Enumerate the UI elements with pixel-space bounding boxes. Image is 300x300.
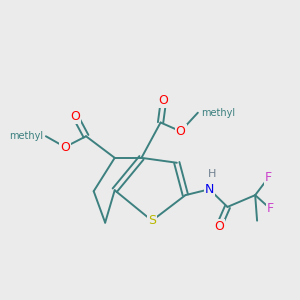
Text: methyl: methyl <box>201 108 235 118</box>
Text: H: H <box>208 169 216 178</box>
Text: methyl: methyl <box>9 131 43 141</box>
Text: O: O <box>70 110 80 123</box>
Text: F: F <box>265 171 272 184</box>
Text: O: O <box>60 141 70 154</box>
Text: O: O <box>214 220 224 233</box>
Text: O: O <box>158 94 168 107</box>
Text: H: H <box>208 167 217 180</box>
Text: S: S <box>148 214 156 227</box>
Text: N: N <box>205 183 214 196</box>
Text: F: F <box>267 202 274 215</box>
Text: O: O <box>176 125 186 138</box>
